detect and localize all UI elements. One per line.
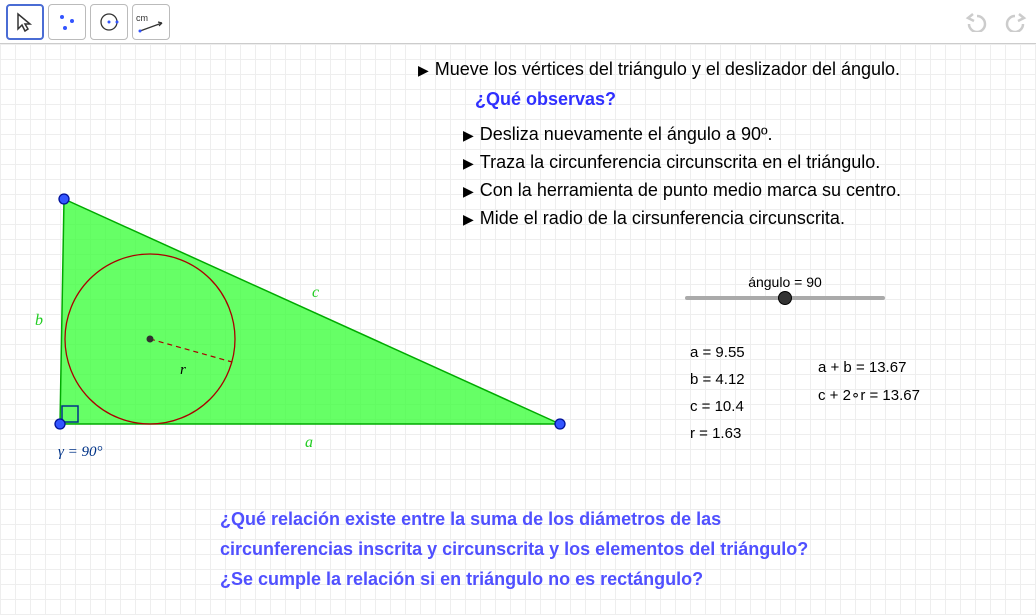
point-tool[interactable]: [48, 4, 86, 40]
angle-slider[interactable]: ángulo = 90: [685, 274, 885, 304]
side-label: c: [312, 284, 319, 302]
question-line: circunferencias inscrita y circunscrita …: [220, 534, 808, 564]
value-item: c = 10.4: [690, 398, 745, 415]
values-right: a + b = 13.67 c + 2∘r = 13.67: [818, 349, 920, 414]
vertex-b[interactable]: [59, 194, 69, 204]
side-label: a: [305, 434, 313, 452]
instruction-line: ▶Mide el radio de la cirsunferencia circ…: [463, 208, 845, 229]
question-line: ¿Se cumple la relación si en triángulo n…: [220, 564, 808, 594]
slider-label: ángulo = 90: [685, 274, 885, 290]
svg-text:cm: cm: [136, 13, 148, 23]
points-icon: [56, 11, 78, 33]
instruction-line: ▶Con la herramienta de punto medio marca…: [463, 180, 901, 201]
r-label: r: [180, 362, 186, 379]
measure-tool[interactable]: cm: [132, 4, 170, 40]
side-label: b: [35, 312, 43, 330]
instruction-line: ▶Mueve los vértices del triángulo y el d…: [418, 59, 900, 80]
circle-icon: [98, 11, 120, 33]
question-line: ¿Qué relación existe entre la suma de lo…: [220, 504, 808, 534]
redo-button[interactable]: [998, 6, 1030, 38]
slider-thumb[interactable]: [778, 291, 792, 305]
instruction-line: ¿Qué observas?: [475, 89, 616, 110]
measure-icon: cm: [136, 11, 166, 33]
toolbar-right: [962, 6, 1030, 38]
value-item: a = 9.55: [690, 344, 745, 361]
value-item: a + b = 13.67: [818, 359, 920, 376]
undo-button[interactable]: [962, 6, 994, 38]
value-item: r = 1.63: [690, 425, 745, 442]
undo-icon: [965, 12, 991, 32]
circle-tool[interactable]: [90, 4, 128, 40]
incenter-point[interactable]: [147, 336, 154, 343]
triangle[interactable]: [60, 199, 560, 424]
question-block: ¿Qué relación existe entre la suma de lo…: [220, 504, 808, 594]
move-tool[interactable]: [6, 4, 44, 40]
cursor-icon: [14, 11, 36, 33]
redo-icon: [1001, 12, 1027, 32]
instruction-line: ▶Traza la circunferencia circunscrita en…: [463, 152, 880, 173]
canvas[interactable]: ▶Mueve los vértices del triángulo y el d…: [0, 44, 1036, 615]
toolbar: cm: [0, 0, 1036, 44]
gamma-label: γ = 90°: [58, 444, 103, 461]
instruction-line: ▶Desliza nuevamente el ángulo a 90º.: [463, 124, 773, 145]
values-left: a = 9.55 b = 4.12 c = 10.4 r = 1.63: [690, 334, 745, 452]
slider-track[interactable]: [685, 292, 885, 304]
value-item: b = 4.12: [690, 371, 745, 388]
vertex-a[interactable]: [55, 419, 65, 429]
vertex-c[interactable]: [555, 419, 565, 429]
value-item: c + 2∘r = 13.67: [818, 386, 920, 404]
